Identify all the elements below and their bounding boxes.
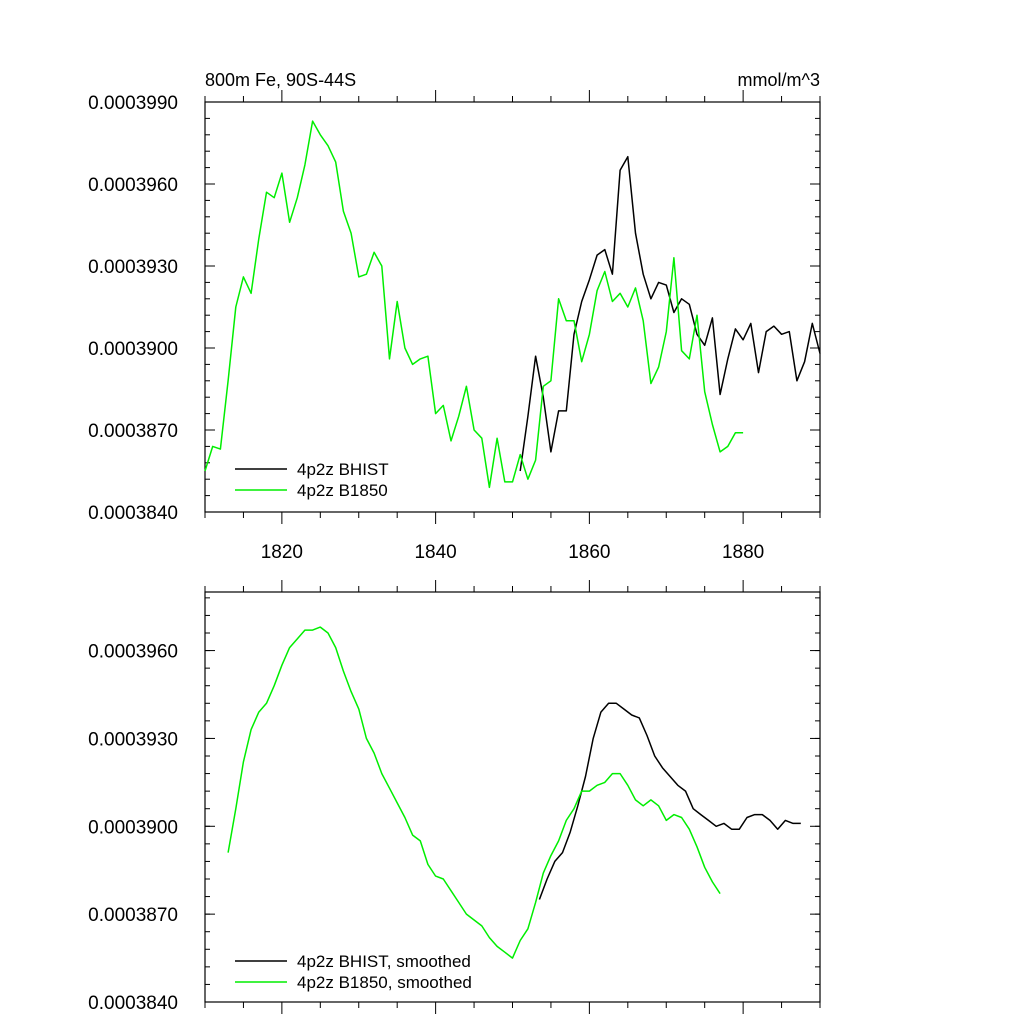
top-plot-frame <box>204 101 821 513</box>
legend-label-b1850: 4p2z B1850 <box>297 481 388 500</box>
y-tick-label: 0.0003870 <box>88 421 178 442</box>
top-series-group <box>204 120 821 489</box>
legend-label-bhist-smoothed: 4p2z BHIST, smoothed <box>297 952 471 971</box>
y-tick-label: 0.0003990 <box>88 93 178 114</box>
y-tick-label: 0.0003840 <box>88 993 178 1014</box>
top-panel: 800m Fe, 90S-44S mmol/m^3 0.00038400.000… <box>88 70 821 563</box>
y-tick-label: 0.0003870 <box>88 905 178 926</box>
y-tick-label: 0.0003960 <box>88 175 178 196</box>
series-line-bottom-1 <box>227 626 721 959</box>
series-line-top-0 <box>519 155 821 472</box>
x-tick-label: 1840 <box>414 542 456 563</box>
legend-label-bhist: 4p2z BHIST <box>297 460 389 479</box>
top-title-right: mmol/m^3 <box>738 70 820 90</box>
y-tick-label: 0.0003930 <box>88 729 178 750</box>
series-line-bottom-0 <box>538 702 801 900</box>
top-title-left: 800m Fe, 90S-44S <box>205 70 356 90</box>
top-y-tick-labels: 0.0003840 0.0003870 0.0003900 0.0003930 0.00… <box>88 93 178 524</box>
bottom-plot-frame <box>204 591 821 1003</box>
series-line-top-1 <box>204 120 744 489</box>
top-axis-ticks <box>204 90 821 524</box>
top-legend: 4p2z BHIST 4p2z B1850 <box>235 460 389 500</box>
x-tick-label: 1880 <box>722 542 764 563</box>
y-tick-label: 0.0003900 <box>88 817 178 838</box>
bottom-legend: 4p2z BHIST, smoothed 4p2z B1850, smoothe… <box>235 952 472 992</box>
bottom-series-group <box>227 626 801 959</box>
top-x-tick-labels: 1820 1840 1860 1880 <box>261 542 765 563</box>
y-tick-label: 0.0003960 <box>88 642 178 663</box>
y-tick-label: 0.0003900 <box>88 339 178 360</box>
x-tick-label: 1820 <box>261 542 303 563</box>
y-tick-label: 0.0003930 <box>88 257 178 278</box>
legend-label-b1850-smoothed: 4p2z B1850, smoothed <box>297 973 472 992</box>
bottom-panel: 0.0003840 0.0003870 0.0003900 0.0003930 0.00… <box>88 580 821 1014</box>
bottom-y-tick-labels: 0.0003840 0.0003870 0.0003900 0.0003930 0.00… <box>88 642 178 1014</box>
y-tick-label: 0.0003840 <box>88 503 178 524</box>
bottom-axis-ticks <box>204 580 821 1014</box>
x-tick-label: 1860 <box>568 542 610 563</box>
